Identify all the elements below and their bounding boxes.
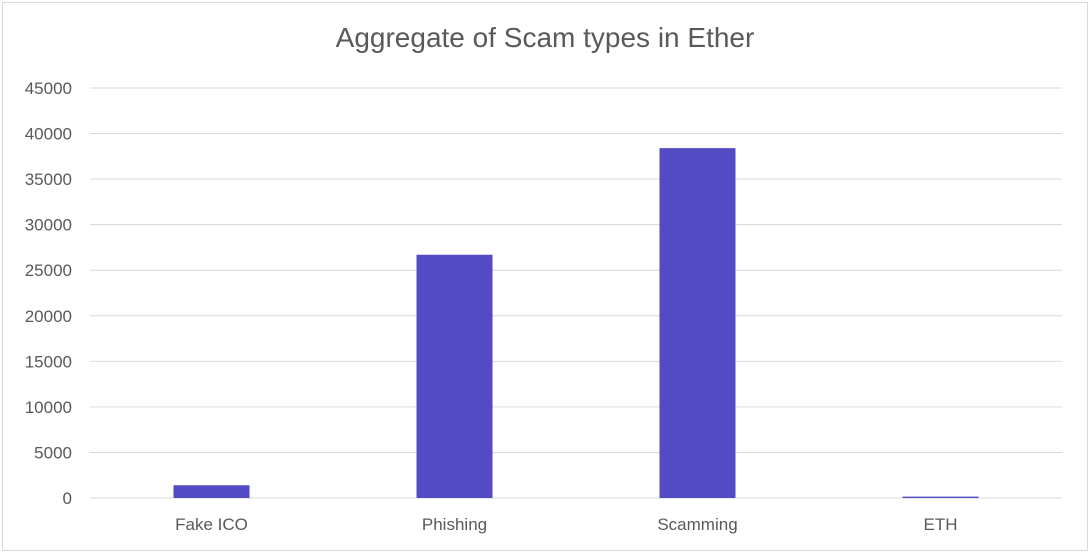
x-tick-label: Fake ICO — [175, 515, 248, 534]
y-tick-label: 25000 — [25, 261, 72, 280]
bars — [173, 148, 979, 498]
x-tick-label: ETH — [924, 515, 958, 534]
y-tick-label: 0 — [63, 489, 72, 508]
y-tick-label: 5000 — [34, 443, 72, 462]
bar-scamming — [659, 148, 736, 498]
y-tick-label: 40000 — [25, 125, 72, 144]
x-axis-ticks: Fake ICO Phishing Scamming ETH — [175, 515, 957, 534]
y-tick-label: 15000 — [25, 352, 72, 371]
y-tick-label: 45000 — [25, 79, 72, 98]
y-tick-label: 20000 — [25, 307, 72, 326]
gridlines — [90, 87, 1062, 499]
y-tick-label: 10000 — [25, 398, 72, 417]
x-tick-label: Phishing — [422, 515, 487, 534]
y-tick-label: 35000 — [25, 170, 72, 189]
y-tick-label: 30000 — [25, 216, 72, 235]
chart-title: Aggregate of Scam types in Ether — [335, 22, 755, 53]
bar-eth — [902, 496, 979, 498]
x-tick-label: Scamming — [657, 515, 737, 534]
bar-phishing — [416, 254, 493, 498]
y-axis-ticks: 0 5000 10000 15000 20000 25000 30000 35000 40000… — [25, 79, 72, 508]
bar-fake-ico — [173, 485, 250, 498]
